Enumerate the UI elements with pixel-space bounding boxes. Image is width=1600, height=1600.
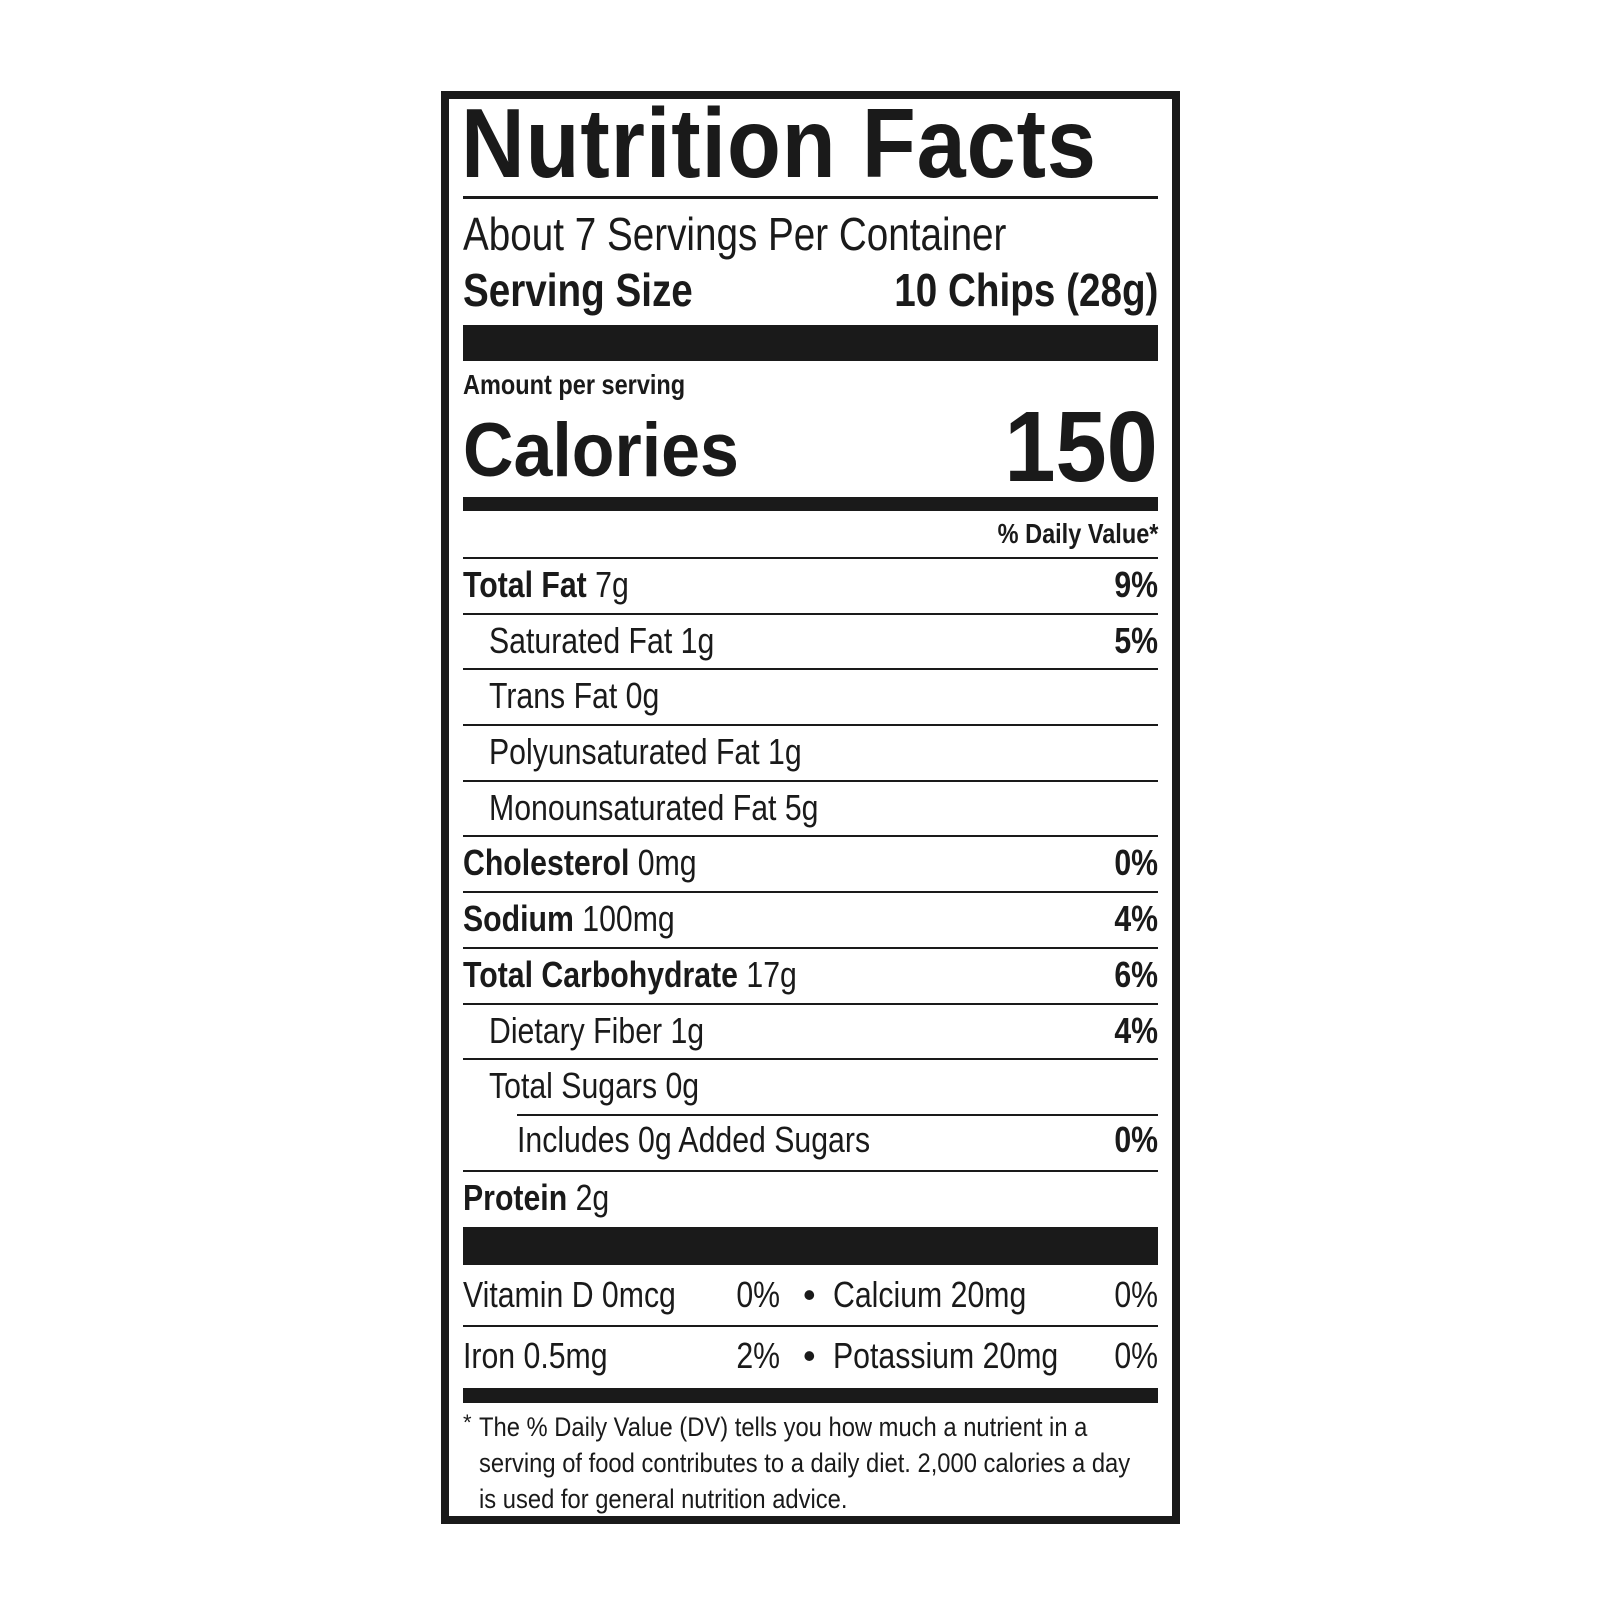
daily-value-header: % Daily Value* xyxy=(997,518,1158,549)
nutrient-row-polyunsaturated-fat: Polyunsaturated Fat 1g xyxy=(463,724,1158,780)
divider xyxy=(463,1325,1158,1327)
label-title: Nutrition Facts xyxy=(461,88,1097,198)
thick-divider xyxy=(463,1227,1158,1265)
nutrient-row-protein: Protein 2g xyxy=(463,1169,1158,1226)
iron: Iron 0.5mg xyxy=(463,1335,608,1376)
thick-divider xyxy=(463,325,1158,361)
divider xyxy=(463,196,1158,199)
potassium: Potassium 20mg xyxy=(833,1335,1059,1376)
iron-dv: 2% xyxy=(736,1335,780,1376)
amount-per-serving: Amount per serving xyxy=(463,369,686,400)
nutrient-row-monounsaturated-fat: Monounsaturated Fat 5g xyxy=(463,779,1158,836)
nutrient-row-added-sugars: Includes 0g Added Sugars 0% xyxy=(463,1113,1158,1170)
nutrient-row-total-sugars: Total Sugars 0g xyxy=(463,1058,1158,1114)
nutrient-row-total-fat: Total Fat 7g 9% xyxy=(463,557,1158,613)
calories-label: Calories xyxy=(463,408,739,493)
nutrient-row-total-carbohydrate: Total Carbohydrate 17g 6% xyxy=(463,946,1158,1003)
bullet: • xyxy=(803,1335,816,1376)
nutrient-row-trans-fat: Trans Fat 0g xyxy=(463,668,1158,724)
nutrient-table: Total Fat 7g 9% Saturated Fat 1g 5% Trans … xyxy=(463,557,1158,1225)
nutrient-row-sodium: Sodium 100mg 4% xyxy=(463,891,1158,947)
vitamin-row-1: Vitamin D 0mcg 0% • Calcium 20mg 0% xyxy=(463,1267,1158,1323)
footnote-text: The % Daily Value (DV) tells you how muc… xyxy=(479,1412,1131,1514)
bullet: • xyxy=(803,1274,816,1315)
serving-size-row: Serving Size 10 Chips (28g) xyxy=(463,263,1158,317)
serving-size-label: Serving Size xyxy=(463,264,693,316)
calories-value: 150 xyxy=(1004,391,1158,503)
medium-divider xyxy=(463,497,1158,511)
calcium: Calcium 20mg xyxy=(833,1274,1027,1315)
serving-size-value: 10 Chips (28g) xyxy=(893,264,1158,316)
nutrition-facts-label: Nutrition Facts About 7 Servings Per Con… xyxy=(441,91,1180,1524)
calories-row: Calories 150 xyxy=(463,391,1158,503)
medium-divider xyxy=(463,1388,1158,1403)
vitamin-d-dv: 0% xyxy=(736,1274,780,1315)
vitamin-d: Vitamin D 0mcg xyxy=(463,1274,676,1315)
nutrient-row-saturated-fat: Saturated Fat 1g 5% xyxy=(463,612,1158,669)
nutrient-row-dietary-fiber: Dietary Fiber 1g 4% xyxy=(463,1002,1158,1059)
footnote-asterisk: * xyxy=(463,1410,472,1435)
calcium-dv: 0% xyxy=(1114,1274,1158,1315)
nutrient-row-cholesterol: Cholesterol 0mg 0% xyxy=(463,835,1158,891)
servings-per-container: About 7 Servings Per Container xyxy=(463,208,1007,260)
potassium-dv: 0% xyxy=(1114,1335,1158,1376)
vitamin-row-2: Iron 0.5mg 2% • Potassium 20mg 0% xyxy=(463,1328,1158,1384)
